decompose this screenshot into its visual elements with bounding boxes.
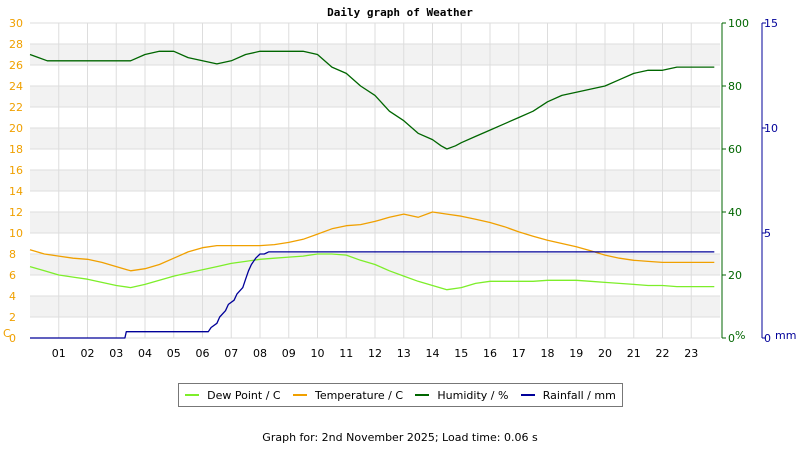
temperature-swatch (292, 394, 307, 396)
left-tick-label: 30 (9, 17, 23, 30)
series-line-2 (29, 50, 715, 150)
humidity-tick-label: 40 (728, 206, 742, 219)
graph-footer: Graph for: 2nd November 2025; Load time:… (262, 431, 538, 444)
x-tick-label: 04 (138, 347, 152, 360)
left-tick-label: 8 (9, 248, 16, 261)
x-tick-label: 22 (656, 347, 670, 360)
legend-rainfall-label: Rainfall / mm (542, 388, 616, 402)
left-tick-label: 4 (9, 290, 16, 303)
x-tick-label: 21 (627, 347, 641, 360)
rainfall-tick-label: 10 (764, 122, 778, 135)
left-tick-label: 14 (9, 185, 23, 198)
left-tick-label: 24 (9, 80, 23, 93)
legend-temperature: Temperature / C (292, 388, 404, 402)
left-tick-label: 18 (9, 143, 23, 156)
legend-rainfall: Rainfall / mm (520, 388, 616, 402)
left-tick-label: 10 (9, 227, 23, 240)
x-tick-label: 03 (109, 347, 123, 360)
humidity-tick-label: 80 (728, 80, 742, 93)
series-line-3 (30, 251, 715, 339)
chart-title: Daily graph of Weather (327, 6, 473, 19)
left-tick-label: 28 (9, 38, 23, 51)
rainfall-tick-label: 5 (764, 227, 771, 240)
legend-humidity-label: Humidity / % (437, 388, 509, 402)
x-tick-label: 13 (397, 347, 411, 360)
x-tick-label: 08 (253, 347, 267, 360)
left-axis-unit: C (3, 327, 11, 340)
legend-humidity: Humidity / % (415, 389, 508, 402)
left-tick-label: 6 (9, 269, 16, 282)
x-tick-label: 01 (52, 347, 66, 360)
rainfall-swatch (520, 394, 535, 396)
left-tick-label: 16 (9, 164, 23, 177)
rainfall-axis-unit: mm (775, 329, 796, 342)
rainfall-tick-label: 0 (764, 332, 771, 345)
series-line-0 (29, 253, 715, 291)
left-tick-label: 22 (9, 101, 23, 114)
x-tick-label: 06 (196, 347, 210, 360)
humidity-tick-label: 0 (728, 332, 735, 345)
left-tick-label: 0 (9, 332, 16, 345)
humidity-swatch (415, 394, 430, 396)
x-tick-label: 10 (311, 347, 325, 360)
legend-dew-point-label: Dew Point / C (207, 388, 281, 402)
dew-point-swatch (185, 394, 200, 396)
x-tick-label: 19 (569, 347, 583, 360)
x-tick-label: 02 (81, 347, 95, 360)
x-tick-label: 12 (368, 347, 382, 360)
humidity-tick-label: 60 (728, 143, 742, 156)
x-tick-label: 20 (598, 347, 612, 360)
x-tick-label: 18 (541, 347, 555, 360)
x-tick-label: 14 (426, 347, 440, 360)
left-tick-label: 2 (9, 311, 16, 324)
humidity-tick-label: 20 (728, 269, 742, 282)
chart-legend: Dew Point / C Temperature / C Humidity /… (178, 383, 623, 407)
humidity-axis-unit: % (735, 329, 745, 342)
left-tick-label: 20 (9, 122, 23, 135)
left-tick-label: 26 (9, 59, 23, 72)
x-tick-label: 05 (167, 347, 181, 360)
x-tick-label: 11 (339, 347, 353, 360)
x-tick-label: 09 (282, 347, 296, 360)
x-tick-label: 15 (454, 347, 468, 360)
x-tick-label: 17 (512, 347, 526, 360)
legend-temperature-label: Temperature / C (314, 388, 404, 402)
x-tick-label: 16 (483, 347, 497, 360)
x-tick-label: 07 (224, 347, 238, 360)
legend-dew-point: Dew Point / C (185, 388, 281, 402)
x-tick-label: 23 (684, 347, 698, 360)
humidity-tick-label: 100 (728, 17, 749, 30)
rainfall-tick-label: 15 (764, 17, 778, 30)
left-tick-label: 12 (9, 206, 23, 219)
